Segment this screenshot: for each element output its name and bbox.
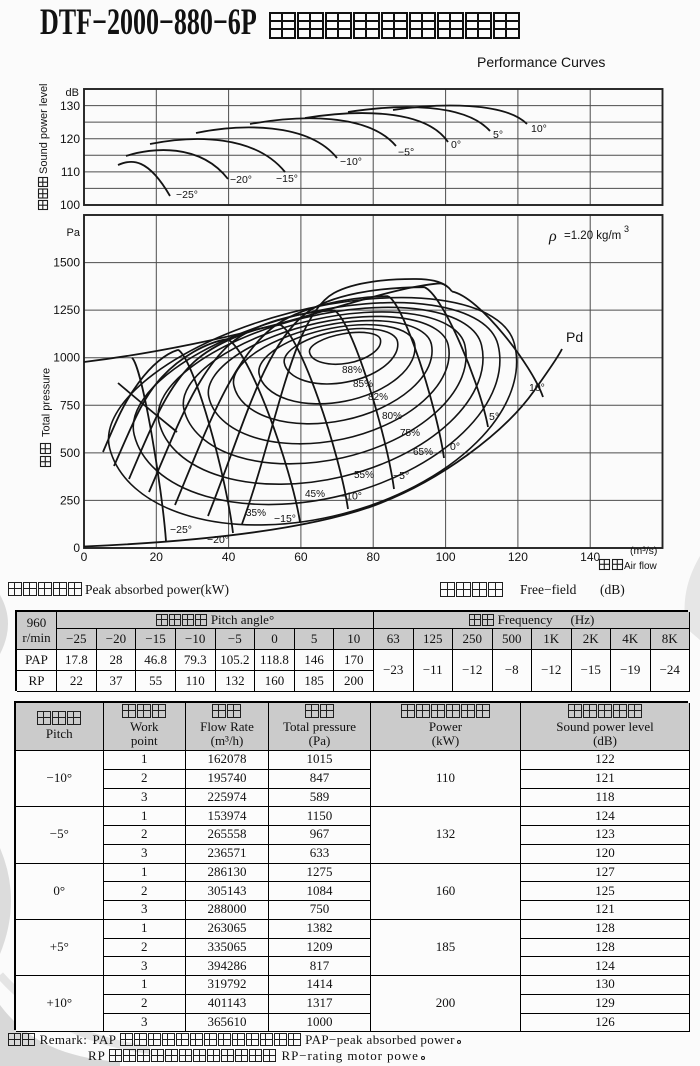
svg-text:5°: 5° [489,411,499,423]
svg-text:60: 60 [294,550,308,564]
svg-text:80%: 80% [382,411,402,422]
svg-text:1500: 1500 [53,256,80,270]
svg-text:Pa: Pa [67,227,81,239]
svg-text:Air flow: Air flow [624,561,658,572]
svg-text:250: 250 [60,493,80,507]
svg-text:500: 500 [60,446,80,460]
svg-text:0°: 0° [451,139,461,151]
svg-text:110: 110 [61,165,80,179]
svg-text:Pd: Pd [566,329,583,345]
svg-text:100: 100 [60,198,80,212]
svg-text:140: 140 [580,550,600,564]
svg-text:−15°: −15° [276,173,298,185]
svg-text:1250: 1250 [53,303,80,317]
svg-text:5°: 5° [493,129,503,141]
svg-text:−25°: −25° [170,524,192,536]
svg-text:35%: 35% [246,508,266,519]
svg-text:75%: 75% [400,428,420,439]
svg-text:10°: 10° [529,382,545,394]
svg-text:−10°: −10° [340,491,362,503]
svg-text:3: 3 [624,224,629,234]
svg-text:Sound power level: Sound power level [38,83,50,174]
svg-text:55%: 55% [354,470,374,481]
svg-text:100: 100 [436,550,456,564]
svg-text:Total pressure: Total pressure [41,368,53,437]
svg-text:750: 750 [60,398,80,412]
svg-text:0: 0 [81,550,88,564]
svg-text:−10°: −10° [340,156,362,168]
svg-text:−15°: −15° [274,513,296,525]
svg-text:1000: 1000 [53,351,80,365]
svg-text:0: 0 [73,541,80,555]
svg-text:−20°: −20° [230,174,252,186]
svg-text:−20°: −20° [207,534,229,546]
svg-text:120: 120 [508,550,528,564]
svg-text:120: 120 [60,132,80,146]
svg-text:−5°: −5° [398,147,414,159]
svg-text:=1.20 kg/m: =1.20 kg/m [564,230,621,242]
svg-text:−25°: −25° [176,189,198,201]
svg-text:ρ: ρ [548,228,557,245]
svg-text:80: 80 [367,550,381,564]
svg-text:65%: 65% [413,447,433,458]
svg-text:0°: 0° [450,441,460,453]
svg-text:45%: 45% [305,489,325,500]
svg-text:130: 130 [60,99,80,113]
svg-text:dB: dB [66,87,79,99]
svg-text:10°: 10° [531,123,547,135]
svg-text:−5°: −5° [393,470,409,482]
svg-text:82%: 82% [368,392,388,403]
svg-text:88%: 88% [342,365,362,376]
svg-text:85%: 85% [353,379,373,390]
svg-text:(m³/s): (m³/s) [630,545,657,557]
svg-text:20: 20 [150,550,164,564]
svg-text:40: 40 [222,550,236,564]
